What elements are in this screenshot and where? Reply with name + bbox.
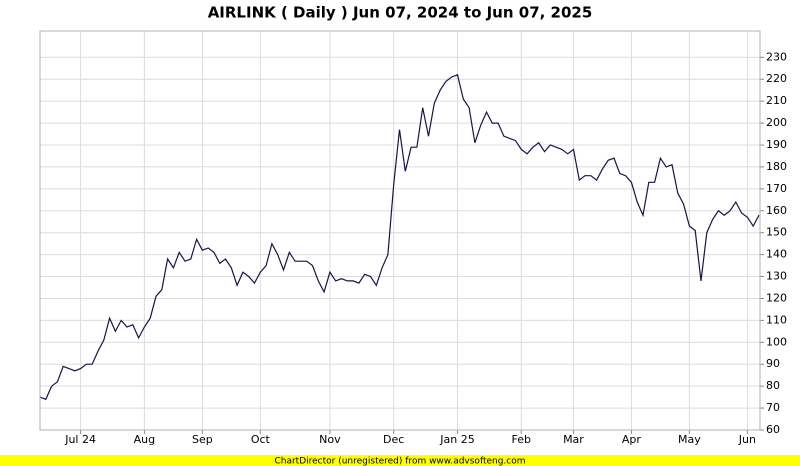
x-tick-label: Oct [251, 433, 271, 446]
y-tick-label: 80 [766, 379, 780, 392]
footer-bar [0, 455, 800, 466]
x-tick-label: Jan 25 [439, 433, 474, 446]
x-tick-label: Feb [512, 433, 531, 446]
y-tick-label: 210 [766, 94, 787, 107]
y-tick-label: 220 [766, 72, 787, 85]
y-tick-label: 100 [766, 335, 787, 348]
x-tick-label: Mar [563, 433, 584, 446]
y-tick-label: 70 [766, 401, 780, 414]
y-tick-label: 140 [766, 248, 787, 261]
y-tick-label: 110 [766, 313, 787, 326]
y-tick-label: 90 [766, 357, 780, 370]
chart-title: AIRLINK ( Daily ) Jun 07, 2024 to Jun 07… [208, 4, 593, 22]
y-tick-label: 230 [766, 50, 787, 63]
y-tick-label: 160 [766, 204, 787, 217]
y-tick-label: 60 [766, 423, 780, 436]
x-tick-label: Sep [192, 433, 213, 446]
x-tick-label: Jun [738, 433, 756, 446]
y-tick-label: 200 [766, 116, 787, 129]
footer: ChartDirector (unregistered) from www.ad… [274, 457, 525, 466]
x-tick-label: Nov [319, 433, 341, 446]
plot-border [39, 30, 761, 431]
y-tick-label: 170 [766, 182, 787, 195]
x-tick-label: Jul 24 [64, 433, 96, 446]
y-tick-label: 130 [766, 270, 787, 283]
y-tick-label: 190 [766, 138, 787, 151]
x-tick-label: Aug [134, 433, 155, 446]
y-tick-label: 180 [766, 160, 787, 173]
price-line [39, 73, 760, 401]
plot-area [39, 30, 761, 431]
x-tick-label: May [678, 433, 701, 446]
x-tick-label: Dec [383, 433, 404, 446]
x-tick-label: Apr [622, 433, 642, 446]
y-tick-label: 120 [766, 291, 787, 304]
y-tick-label: 150 [766, 226, 787, 239]
